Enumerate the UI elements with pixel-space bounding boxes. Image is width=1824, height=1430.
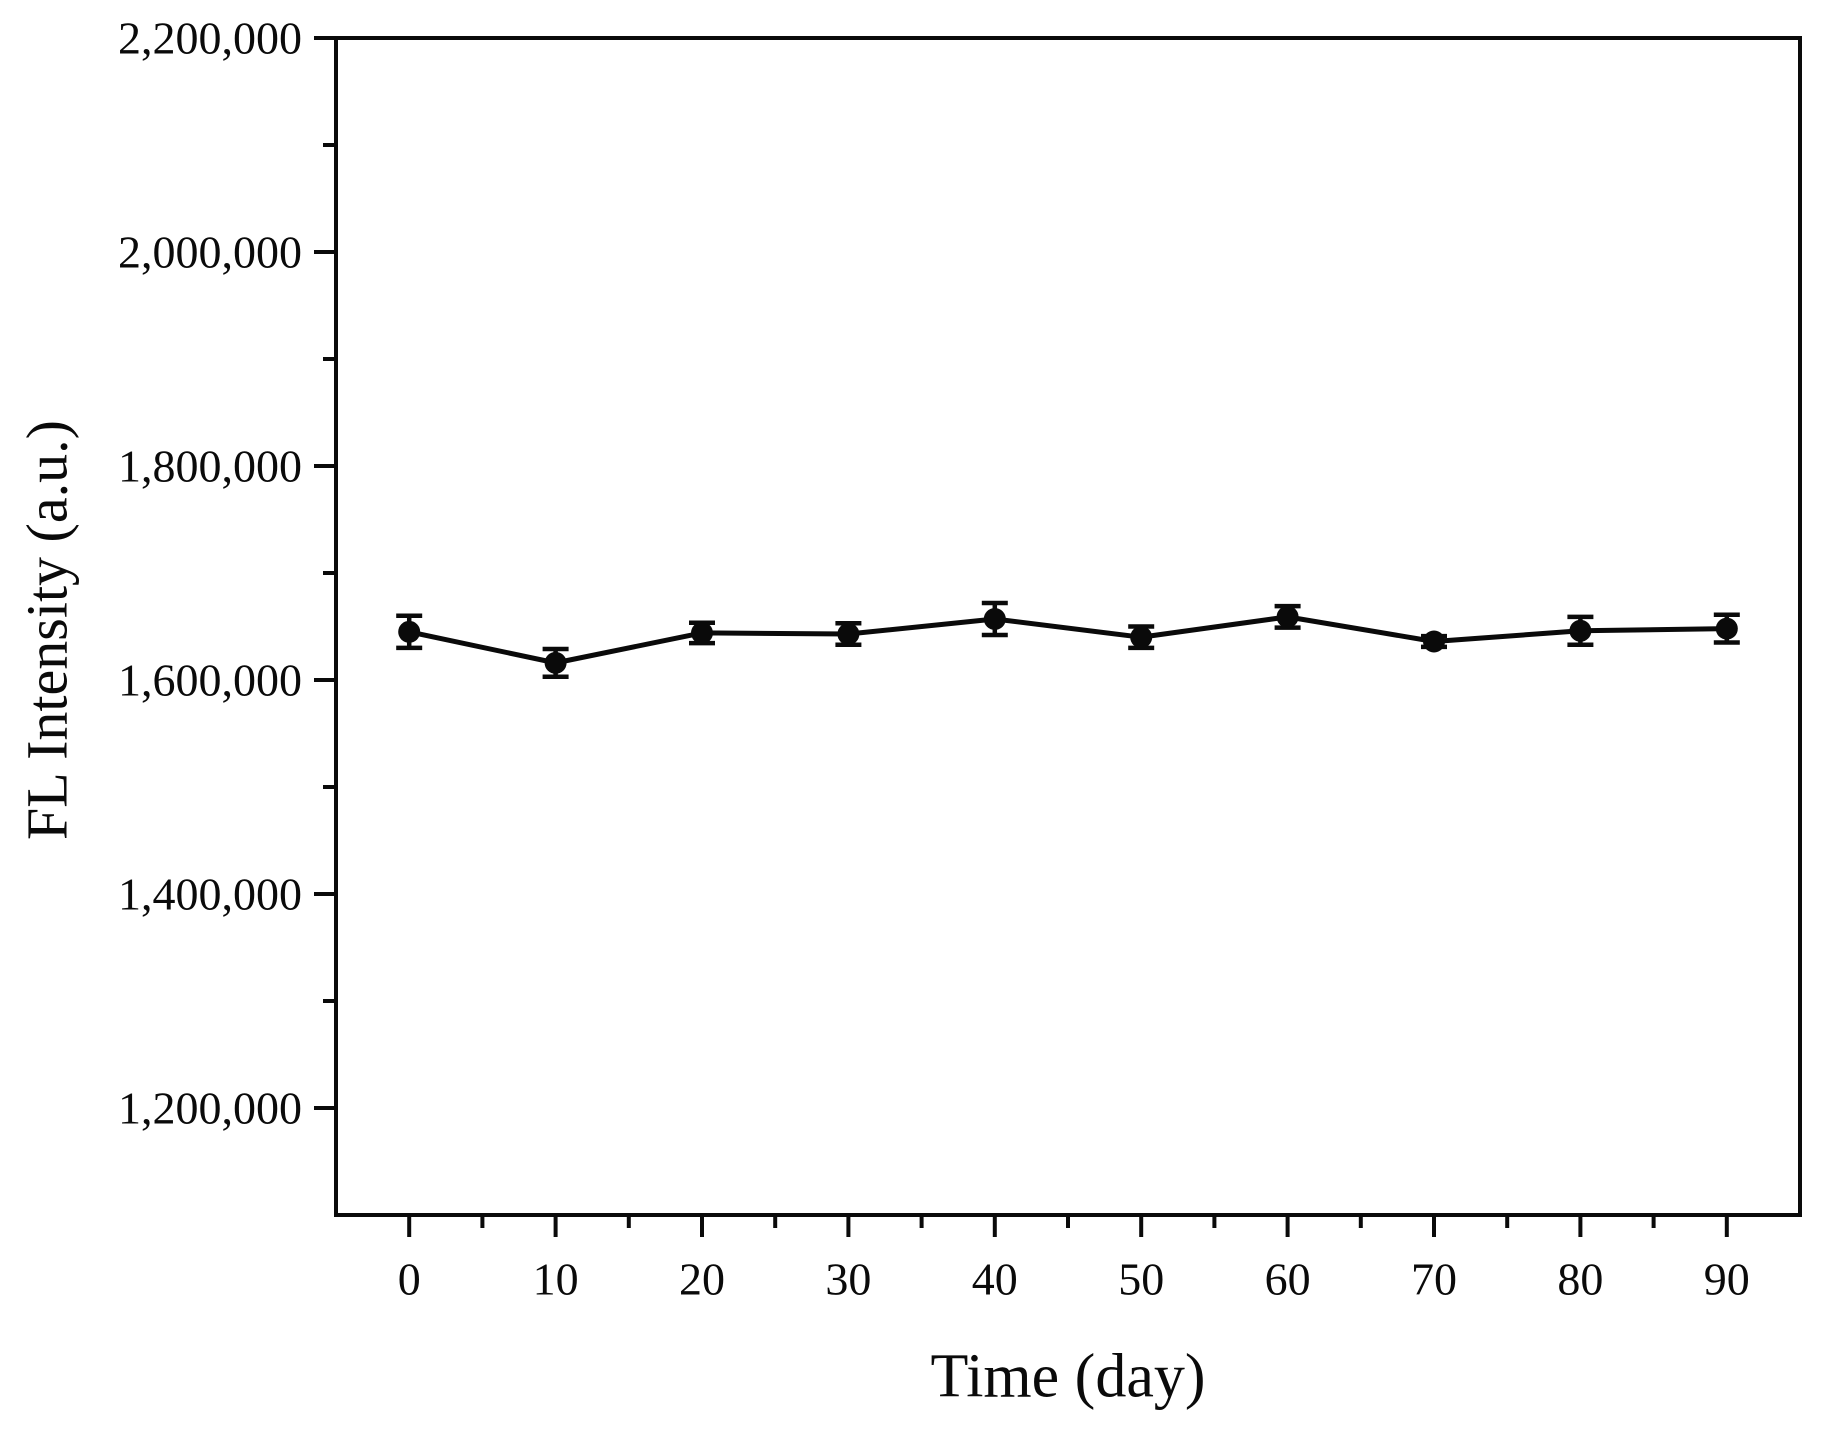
x-tick-label: 10: [533, 1254, 579, 1305]
x-tick-label: 70: [1411, 1254, 1457, 1305]
data-point-marker: [1130, 626, 1153, 649]
x-axis-title: Time (day): [930, 1342, 1206, 1411]
data-point-marker: [1423, 630, 1445, 653]
y-tick-label: 1,600,000: [118, 655, 302, 706]
x-tick-label: 90: [1704, 1254, 1750, 1305]
y-tick-label: 1,200,000: [118, 1083, 302, 1134]
y-tick-label: 1,400,000: [118, 869, 302, 920]
x-tick-label: 80: [1557, 1254, 1603, 1305]
x-tick-label: 60: [1265, 1254, 1311, 1305]
data-point-marker: [983, 608, 1006, 631]
x-tick-label: 20: [679, 1254, 725, 1305]
y-tick-label: 2,000,000: [118, 227, 302, 278]
x-tick-label: 30: [825, 1254, 871, 1305]
data-point-marker: [1276, 605, 1299, 628]
y-axis-title: FL Intensity (a.u.): [14, 420, 80, 840]
y-tick-label: 2,200,000: [118, 13, 302, 64]
data-point-marker: [691, 621, 713, 644]
data-point-marker: [544, 651, 567, 674]
y-tick-label: 1,800,000: [118, 441, 302, 492]
data-point-marker: [398, 620, 421, 643]
data-point-marker: [837, 622, 860, 645]
x-tick-label: 40: [972, 1254, 1018, 1305]
data-point-marker: [1569, 619, 1592, 642]
data-point-marker: [1715, 617, 1738, 640]
x-tick-label: 0: [398, 1254, 421, 1305]
x-tick-label: 50: [1118, 1254, 1164, 1305]
data-line: [408, 614, 1727, 666]
